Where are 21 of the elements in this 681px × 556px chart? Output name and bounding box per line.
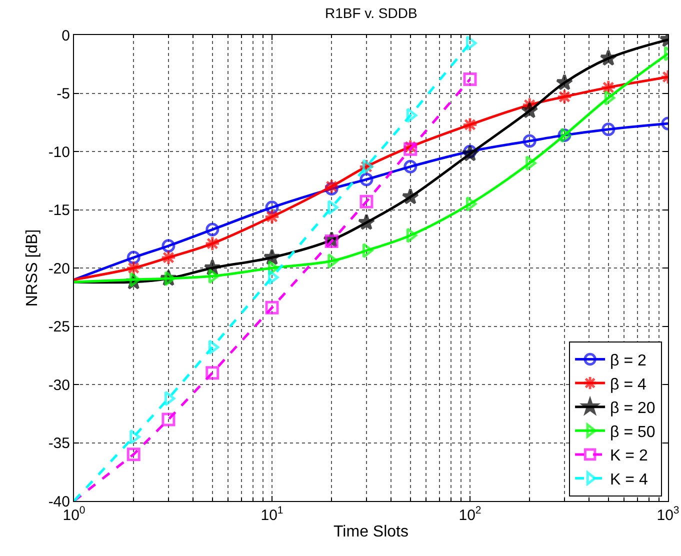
- x-tick-label: 10$^{3}$: [656, 504, 680, 524]
- y-tick-label: -15: [48, 202, 70, 219]
- x-tick-label: 10$^{1}$: [260, 504, 284, 524]
- legend-label: K = 4: [610, 471, 648, 488]
- y-tick-label: -5: [56, 86, 70, 102]
- chart-title: R1BF v. SDDB: [324, 5, 418, 22]
- y-tick-label: -40: [48, 493, 70, 510]
- legend-label: β = 20: [610, 400, 656, 418]
- y-tick-label: -35: [48, 435, 70, 452]
- x-axis-title: Time Slots: [334, 524, 408, 541]
- legend-label: β = 50: [610, 424, 656, 441]
- y-tick-label: -20: [48, 260, 70, 278]
- legend-label: K = 2: [610, 448, 648, 465]
- y-tick-label: -30: [48, 376, 70, 394]
- legend-label: β = 2: [610, 352, 646, 370]
- y-tick-label: -25: [48, 318, 70, 336]
- y-axis-title: NRSS [dB]: [24, 229, 42, 307]
- x-tick-label: 10$^{2}$: [458, 504, 482, 524]
- y-tick-label: 0: [62, 27, 70, 44]
- y-tick-label: -10: [48, 144, 70, 161]
- legend-label: β = 4: [610, 376, 646, 394]
